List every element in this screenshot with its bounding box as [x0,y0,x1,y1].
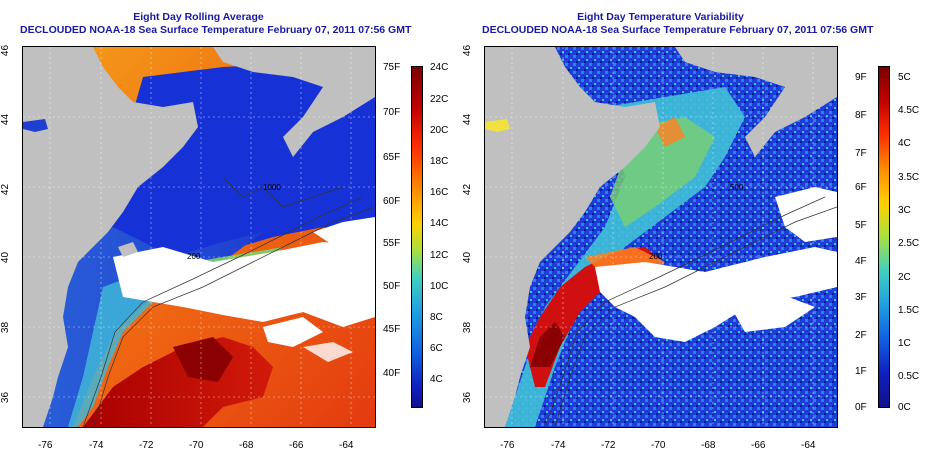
right-lon-label-76: -76 [500,440,515,451]
right-title-line1: Eight Day Temperature Variability [577,11,744,23]
right-lon-label-74: -74 [551,440,566,451]
right-lat-label-44: 44 [462,113,474,126]
left-cbar-f-label-6: 45F [383,324,401,335]
left-cbar-c-label-5: 14C [430,218,449,229]
right-cbar-f-label-9: 0F [855,402,867,413]
right-lat-label-42: 42 [462,183,474,196]
left-cbar-f-label-7: 40F [383,368,401,379]
left-cbar-f-label-5: 50F [383,281,401,292]
right-cbar-c-label-8: 1C [898,338,911,349]
right-cbar-f-label-4: 5F [855,220,867,231]
left-title-line2: DECLOUDED NOAA-18 Sea Surface Temperatur… [20,24,412,36]
left-lat-label-44: 44 [0,113,12,126]
right-lon-label-64: -64 [801,440,816,451]
right-title-line2: DECLOUDED NOAA-18 Sea Surface Temperatur… [482,24,874,36]
left-lon-label-74: -74 [89,440,104,451]
right-lon-label-72: -72 [601,440,616,451]
right-cbar-c-label-1: 4.5C [898,105,920,116]
right-cbar-f-label-2: 7F [855,148,867,159]
left-lon-label-64: -64 [339,440,354,451]
left-sst-map: 200 1000 [22,46,376,428]
left-cbar-c-label-9: 6C [430,343,443,354]
right-cbar-c-label-2: 4C [898,138,911,149]
left-lon-label-68: -68 [239,440,254,451]
right-cbar-f-label-6: 3F [855,292,867,303]
left-cbar-f-label-0: 75F [383,62,401,73]
right-lat-label-38: 38 [462,321,474,334]
right-cbar-c-label-9: 0.5C [898,371,920,382]
right-lon-label-68: -68 [701,440,716,451]
left-colorbar [411,66,423,408]
right-cbar-f-label-5: 4F [855,256,867,267]
left-cbar-c-label-1: 22C [430,94,449,105]
right-cbar-f-label-8: 1F [855,366,867,377]
right-variability-map: 200 500 [484,46,838,428]
right-cbar-f-label-0: 9F [855,72,867,83]
left-lat-label-40: 40 [0,251,12,264]
left-lat-label-42: 42 [0,183,12,196]
left-cbar-c-label-3: 18C [430,156,449,167]
left-lon-label-76: -76 [38,440,53,451]
left-contour-label-200: 200 [187,252,201,261]
right-cbar-c-label-0: 5C [898,72,911,83]
right-lon-label-66: -66 [751,440,766,451]
right-cbar-c-label-3: 3.5C [898,172,920,183]
right-cbar-c-label-6: 2C [898,272,911,283]
left-lon-label-66: -66 [289,440,304,451]
left-cbar-c-label-6: 12C [430,250,449,261]
left-cbar-c-label-7: 10C [430,281,449,292]
right-contour-label-200: 200 [649,252,663,261]
right-cbar-c-label-10: 0C [898,402,911,413]
right-lat-label-36: 36 [462,391,474,404]
left-cbar-c-label-2: 20C [430,125,449,136]
left-lon-label-70: -70 [189,440,204,451]
left-contour-label-1000: 1000 [263,183,281,192]
left-cbar-f-label-1: 70F [383,107,401,118]
left-cbar-f-label-4: 55F [383,238,401,249]
left-title-line1: Eight Day Rolling Average [133,11,264,23]
right-lat-label-40: 40 [462,251,474,264]
right-lat-label-46: 46 [462,44,474,57]
right-cbar-f-label-1: 8F [855,110,867,121]
left-cbar-f-label-2: 65F [383,152,401,163]
left-lon-label-72: -72 [139,440,154,451]
right-lon-label-70: -70 [651,440,666,451]
right-cbar-f-label-7: 2F [855,330,867,341]
left-lat-label-36: 36 [0,391,12,404]
left-lat-label-38: 38 [0,321,12,334]
left-cbar-c-label-0: 24C [430,62,449,73]
right-cbar-c-label-7: 1.5C [898,305,920,316]
right-colorbar [878,66,890,408]
left-cbar-f-label-3: 60F [383,196,401,207]
left-lat-label-46: 46 [0,44,12,57]
left-cbar-c-label-4: 16C [430,187,449,198]
right-contour-label-500: 500 [730,183,744,192]
right-cbar-c-label-4: 3C [898,205,911,216]
left-cbar-c-label-8: 8C [430,312,443,323]
left-cbar-c-label-10: 4C [430,374,443,385]
right-cbar-f-label-3: 6F [855,182,867,193]
right-cbar-c-label-5: 2.5C [898,238,920,249]
